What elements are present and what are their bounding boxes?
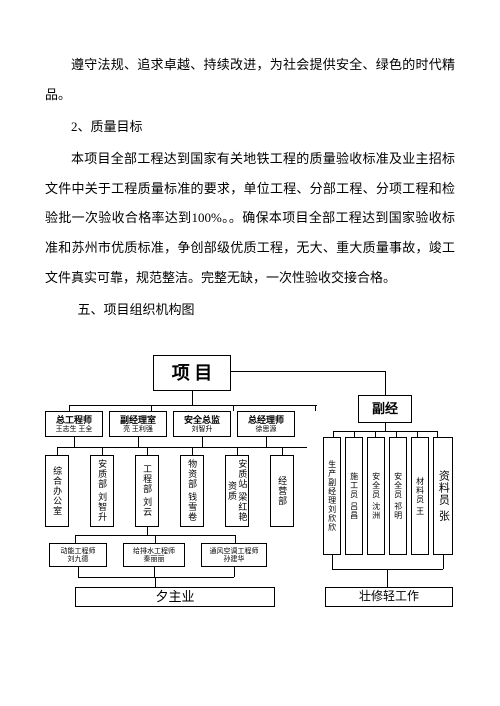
rc-5: 资料员 张 bbox=[433, 437, 453, 555]
row2-0: 综合办公室 bbox=[45, 455, 69, 527]
org-chart: 项 目 副经 总工程师王志生 王全 副经理室亮 王利强 安全总监刘智升 总经理师… bbox=[45, 355, 455, 615]
rc-4: 材料员 王 bbox=[411, 437, 429, 555]
para-4: 五、项目组织机构图 bbox=[45, 295, 455, 325]
para-1: 遵守法规、追求卓越、持续改进，为社会提供安全、绿色的时代精品。 bbox=[45, 50, 455, 110]
row3-0: 动能工程师刘九德 bbox=[49, 543, 107, 567]
para-3: 本项目全部工程达到国家有关地铁工程的质量验收标准及业主招标文件中关于工程质量标准… bbox=[45, 144, 455, 293]
row2-3: 物资部 钱雪卷 bbox=[180, 455, 204, 527]
row2-4: 安质站 梁红艳资质 bbox=[225, 455, 249, 527]
row2-5: 经营部 bbox=[270, 455, 294, 527]
row1-1: 副经理室亮 王利强 bbox=[109, 411, 167, 437]
row2-2: 工程部 刘云 bbox=[135, 455, 159, 527]
node-side: 副经 bbox=[358, 395, 412, 423]
rc-0: 生产副经理刘欣欣 bbox=[323, 437, 341, 555]
row1-2: 安全总监刘智升 bbox=[173, 411, 231, 437]
row3-1: 给排水工程师秦丽丽 bbox=[123, 543, 185, 567]
rc-2: 安全员 沈洲 bbox=[367, 437, 385, 555]
row1-3: 总经理师徐思源 bbox=[237, 411, 295, 437]
row1-0: 总工程师王志生 王全 bbox=[45, 411, 103, 437]
bot2: 壮修轻工作 bbox=[325, 587, 453, 607]
row2-1: 安质部 刘智升 bbox=[90, 455, 114, 527]
bot1: 夕主业 bbox=[75, 587, 275, 607]
para-2: 2、质量目标 bbox=[45, 112, 455, 142]
rc-3: 安全员 祁明 bbox=[389, 437, 407, 555]
row3-2: 通风空调工程师孙建华 bbox=[201, 543, 267, 567]
rc-1: 施工员 吕昌 bbox=[345, 437, 363, 555]
node-top: 项 目 bbox=[153, 355, 231, 391]
